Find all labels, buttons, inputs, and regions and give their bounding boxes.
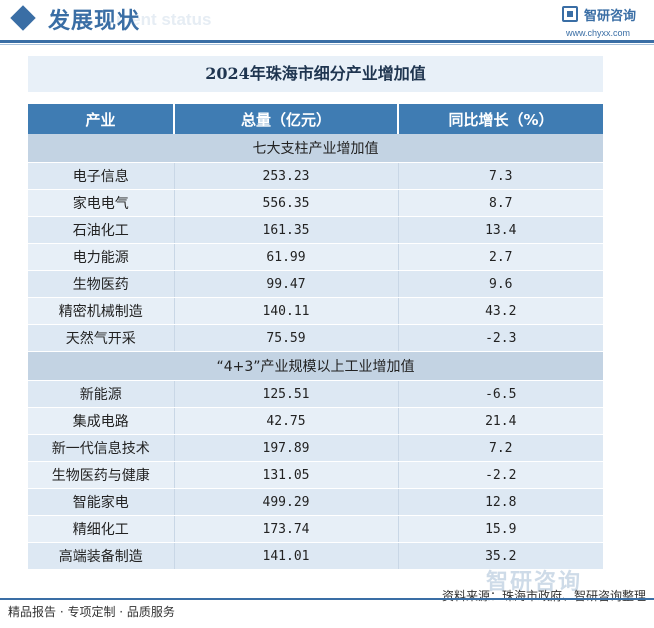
header-ghost-subtitle: ment status	[116, 10, 212, 29]
cell-growth: -6.5	[398, 380, 603, 408]
table-row: 新一代信息技术 197.89 7.2	[28, 434, 603, 462]
footer-slogan: 精品报告 · 专项定制 · 品质服务	[8, 605, 175, 619]
table-row: 电力能源 61.99 2.7	[28, 243, 603, 271]
cell-total: 173.74	[174, 515, 399, 543]
table-row: 集成电路 42.75 21.4	[28, 407, 603, 435]
table-row: 天然气开采 75.59 -2.3	[28, 324, 603, 352]
section-row: “4+3”产业规模以上工业增加值	[28, 351, 603, 381]
cell-growth: -2.2	[398, 461, 603, 489]
cell-growth: 43.2	[398, 297, 603, 325]
table-row: 高端装备制造 141.01 35.2	[28, 542, 603, 570]
cell-growth: 13.4	[398, 216, 603, 244]
cell-total: 42.75	[174, 407, 399, 435]
cell-industry: 天然气开采	[28, 324, 175, 352]
cell-total: 253.23	[174, 162, 399, 190]
table-row: 电子信息 253.23 7.3	[28, 162, 603, 190]
data-table: 产业 总量（亿元） 同比增长（%） 七大支柱产业增加值 电子信息 253.23 7.3…	[28, 104, 603, 570]
cell-total: 61.99	[174, 243, 399, 271]
cell-industry: 生物医药与健康	[28, 461, 175, 489]
cell-growth: 7.2	[398, 434, 603, 462]
cell-total: 140.11	[174, 297, 399, 325]
cell-growth: 35.2	[398, 542, 603, 570]
cell-total: 499.29	[174, 488, 399, 516]
brand-name: 智研咨询	[584, 9, 637, 24]
table-row: 智能家电 499.29 12.8	[28, 488, 603, 516]
header-divider-light	[0, 44, 654, 45]
cell-industry: 石油化工	[28, 216, 175, 244]
table-row: 精细化工 173.74 15.9	[28, 515, 603, 543]
cell-total: 556.35	[174, 189, 399, 217]
page-header: ment status 发展现状 智研咨询 www.chyxx.com	[0, 0, 654, 45]
cell-total: 197.89	[174, 434, 399, 462]
brand-logo-icon	[562, 6, 578, 22]
table-body: 七大支柱产业增加值 电子信息 253.23 7.3 家电电气 556.35 8.7 石油化工 1…	[28, 134, 603, 570]
table-row: 家电电气 556.35 8.7	[28, 189, 603, 217]
cell-growth: 9.6	[398, 270, 603, 298]
table-row: 新能源 125.51 -6.5	[28, 380, 603, 408]
cell-growth: 15.9	[398, 515, 603, 543]
table-row: 生物医药 99.47 9.6	[28, 270, 603, 298]
cell-industry: 高端装备制造	[28, 542, 175, 570]
column-header-growth: 同比增长（%）	[398, 104, 603, 134]
column-header-total: 总量（亿元）	[174, 104, 399, 134]
diamond-icon	[10, 5, 36, 31]
cell-total: 131.05	[174, 461, 399, 489]
header-divider	[0, 40, 654, 43]
cell-industry: 新能源	[28, 380, 175, 408]
watermark-logo: 智研咨询	[486, 570, 583, 595]
cell-total: 75.59	[174, 324, 399, 352]
cell-growth: -2.3	[398, 324, 603, 352]
cell-growth: 2.7	[398, 243, 603, 271]
cell-growth: 12.8	[398, 488, 603, 516]
cell-total: 99.47	[174, 270, 399, 298]
cell-industry: 生物医药	[28, 270, 175, 298]
section-row: 七大支柱产业增加值	[28, 134, 603, 163]
cell-industry: 精细化工	[28, 515, 175, 543]
cell-total: 125.51	[174, 380, 399, 408]
table-row: 生物医药与健康 131.05 -2.2	[28, 461, 603, 489]
cell-industry: 电力能源	[28, 243, 175, 271]
table-row: 石油化工 161.35 13.4	[28, 216, 603, 244]
table-row: 精密机械制造 140.11 43.2	[28, 297, 603, 325]
cell-growth: 7.3	[398, 162, 603, 190]
cell-industry: 电子信息	[28, 162, 175, 190]
cell-industry: 智能家电	[28, 488, 175, 516]
source-note: 资料来源：珠海市政府、智研咨询整理	[441, 589, 646, 603]
footer-divider	[0, 598, 654, 600]
page-title: 发展现状	[48, 8, 141, 34]
brand-url[interactable]: www.chyxx.com	[566, 28, 631, 38]
cell-growth: 8.7	[398, 189, 603, 217]
cell-industry: 家电电气	[28, 189, 175, 217]
table-title: 2024年珠海市细分产业增加值	[28, 56, 603, 92]
section-label: “4+3”产业规模以上工业增加值	[28, 351, 603, 381]
table-header-row: 产业 总量（亿元） 同比增长（%）	[28, 104, 603, 134]
cell-industry: 新一代信息技术	[28, 434, 175, 462]
cell-total: 141.01	[174, 542, 399, 570]
cell-total: 161.35	[174, 216, 399, 244]
cell-industry: 精密机械制造	[28, 297, 175, 325]
column-header-industry: 产业	[28, 104, 175, 134]
section-label: 七大支柱产业增加值	[28, 134, 603, 163]
cell-industry: 集成电路	[28, 407, 175, 435]
cell-growth: 21.4	[398, 407, 603, 435]
